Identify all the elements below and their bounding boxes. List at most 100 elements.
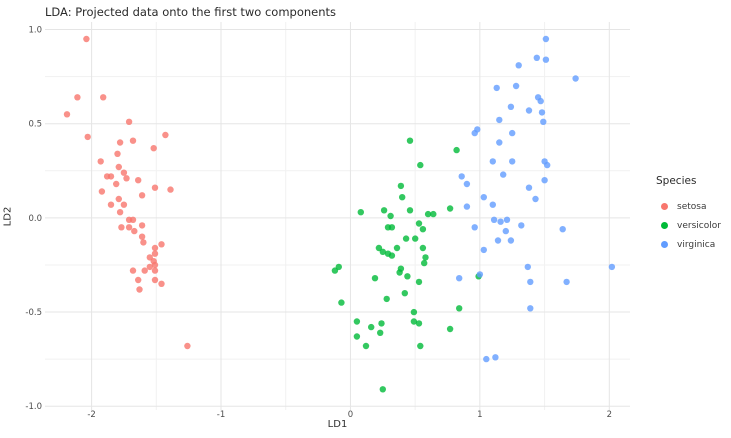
data-point-setosa [115, 195, 123, 203]
data-point-setosa [120, 169, 128, 176]
data-point-setosa [151, 244, 159, 252]
data-point-setosa [158, 241, 165, 248]
data-point-virginica [496, 116, 503, 124]
data-point-setosa [135, 177, 142, 184]
data-point-virginica [494, 237, 502, 244]
data-point-virginica [480, 246, 487, 254]
data-point-versicolor [404, 273, 411, 280]
data-point-virginica [471, 224, 478, 231]
data-point-setosa [63, 111, 71, 118]
data-point-versicolor [396, 269, 403, 276]
data-point-setosa [113, 180, 120, 188]
data-point-setosa [74, 94, 81, 101]
data-point-versicolor [424, 210, 432, 218]
data-point-versicolor [379, 386, 386, 393]
data-point-versicolor [353, 333, 361, 340]
data-point-virginica [540, 118, 547, 126]
data-point-virginica [512, 82, 520, 90]
data-point-versicolor [331, 267, 339, 274]
setosa-swatch-icon [661, 203, 668, 210]
data-point-virginica [471, 129, 478, 137]
data-point-versicolor [446, 325, 454, 333]
data-point-virginica [503, 216, 511, 223]
data-point-versicolor [371, 275, 379, 282]
data-point-versicolor [353, 318, 361, 325]
data-point-virginica [563, 278, 570, 286]
data-point-setosa [115, 163, 123, 171]
data-point-setosa [125, 224, 133, 231]
data-point-setosa [151, 184, 159, 191]
legend-item-label: versicolor [677, 220, 721, 231]
data-point-virginica [538, 109, 546, 116]
data-point-versicolor [357, 209, 364, 216]
data-point-setosa [151, 267, 159, 274]
legend-item-versicolor: versicolor [656, 216, 721, 235]
legend: Species setosa versicolor virginica [656, 175, 721, 254]
data-point-setosa [97, 158, 104, 165]
data-point-virginica [496, 139, 503, 146]
data-point-virginica [458, 173, 465, 180]
data-point-virginica [525, 107, 533, 114]
data-point-virginica [483, 355, 490, 363]
data-point-versicolor [378, 320, 385, 327]
data-point-versicolor [419, 226, 427, 233]
data-point-versicolor [387, 212, 394, 220]
data-point-setosa [120, 201, 128, 208]
data-point-virginica [480, 194, 487, 201]
x-axis-title: LD1 [327, 419, 348, 430]
data-point-versicolor [399, 194, 406, 201]
y-tick-label: 0.5 [28, 120, 42, 130]
data-point-virginica [541, 177, 548, 184]
y-tick-label: -0.5 [25, 308, 42, 318]
data-point-virginica [515, 62, 522, 69]
chart-title: LDA: Projected data onto the first two c… [45, 5, 337, 19]
data-point-virginica [542, 35, 550, 43]
data-point-virginica [489, 158, 496, 165]
data-point-virginica [572, 75, 579, 82]
versicolor-swatch-icon [661, 222, 668, 229]
data-point-versicolor [402, 235, 410, 242]
data-point-versicolor [388, 224, 396, 231]
data-point-setosa [158, 280, 165, 287]
data-point-setosa [138, 233, 146, 240]
data-point-virginica [497, 218, 504, 225]
data-point-setosa [138, 192, 146, 199]
x-tick-label: 2 [607, 410, 612, 420]
data-point-virginica [544, 161, 551, 169]
data-point-versicolor [417, 161, 424, 169]
data-point-versicolor [368, 323, 375, 331]
data-point-versicolor [401, 290, 408, 297]
data-point-virginica [507, 237, 515, 244]
data-point-versicolor [379, 248, 386, 255]
data-point-versicolor [456, 305, 463, 312]
data-point-setosa [167, 186, 174, 193]
data-point-setosa [146, 263, 153, 271]
x-tick-label: 1 [477, 410, 482, 420]
data-point-setosa [129, 267, 137, 274]
data-point-virginica [489, 201, 496, 208]
data-point-virginica [456, 275, 463, 282]
data-point-setosa [98, 188, 106, 195]
y-tick-label: 0.0 [28, 214, 42, 224]
data-point-versicolor [419, 244, 427, 252]
data-point-setosa [140, 239, 147, 246]
data-point-versicolor [421, 259, 428, 267]
data-point-virginica [502, 227, 509, 235]
legend-item-label: virginica [677, 239, 716, 250]
data-point-virginica [492, 354, 499, 361]
data-point-virginica [608, 263, 616, 271]
y-axis-title: LD2 [2, 206, 14, 227]
data-point-setosa [135, 276, 142, 284]
data-point-virginica [463, 180, 471, 188]
data-point-virginica [527, 305, 534, 312]
y-tick-label: -1.0 [25, 402, 42, 412]
y-tick-label: 1.0 [28, 26, 42, 36]
data-point-virginica [490, 216, 498, 223]
data-point-versicolor [338, 299, 345, 306]
data-point-versicolor [362, 342, 370, 350]
virginica-swatch-icon [661, 241, 668, 248]
data-point-virginica [509, 158, 516, 165]
data-point-versicolor [410, 308, 418, 316]
